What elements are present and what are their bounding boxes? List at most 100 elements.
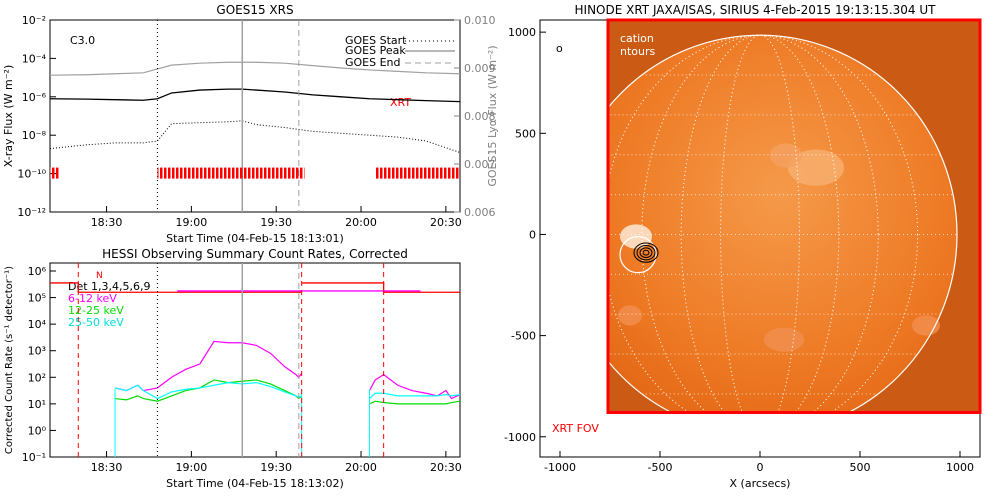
xrt-clipped-group [608,20,980,413]
goes-y2label: GOES15 Lyα Flux (W m⁻²) [486,45,499,186]
xrt-ytick-label: 0 [529,228,536,241]
hessi-ytick-label: 10³ [28,345,46,358]
xrt-xtick-label: -500 [648,461,673,474]
goes-flare-class: C3.0 [70,34,95,47]
xrt-grid-lon [720,34,800,413]
goes-plot: 18:30 19:00 19:30 20:00 20:30 10⁻² 10⁻⁴ 10⁻⁶ 10⁻… [17,14,495,229]
xrt-ytick-label: -500 [511,330,536,343]
hessi-ytick-label: 10⁵ [28,292,46,305]
xrt-corner-text-1: cation [620,32,654,45]
hessi-legend-det: Det 1,3,4,5,6,9 [68,280,151,293]
xrt-active-region [770,143,802,168]
hessi-legend-12-25: 12-25 keV [68,304,124,317]
goes-y2tick-label: 0.010 [464,14,496,27]
hessi-ytick-label: 10² [28,371,46,384]
goes-ylabel: X-ray Flux (W m⁻²) [2,65,15,167]
hessi-legend-25-50: 25-50 keV [68,316,124,329]
goes-xtick-label: 19:00 [176,216,208,229]
xrt-ytick-label: 1000 [508,26,536,39]
xrt-xtick-label: 1000 [946,461,974,474]
hessi-ytick-label: 10¹ [28,398,46,411]
xrt-panel: HINODE XRT JAXA/ISAS, SIRIUS 4-Feb-2015 … [504,3,982,490]
hessi-plot: 18:30 19:00 19:30 20:00 20:30 10⁶ 10⁵ 10⁴ 10³ 10²… [22,263,462,474]
goes-xrt-label: XRT [390,96,411,109]
goes-ytick-label: 10⁻⁴ [22,52,47,65]
hessi-series-6-12-keV [368,373,461,400]
xrt-grid-lon [608,34,919,413]
xrt-limb [562,34,958,435]
hessi-attenuator-line [50,282,302,293]
goes-lya-line [49,61,461,76]
xrt-xlabel: X (arcsecs) [730,477,791,490]
goes-ytick-label: 10⁻⁸ [22,129,47,142]
xrt-xtick-label: 500 [850,461,871,474]
hessi-ylabel: Corrected Count Rate (s⁻¹ detector⁻¹) [4,266,15,454]
xrt-ytick-label: 500 [515,127,536,140]
goes-ytick-label: 10⁻¹⁰ [17,168,46,181]
hessi-title: HESSI Observing Summary Count Rates, Cor… [102,247,408,261]
goes-short-channel-line [49,120,461,153]
hessi-ytick-label: 10⁶ [28,265,47,278]
xrt-fov-label: XRT FOV [552,422,599,435]
xrt-contour [642,249,650,256]
hessi-frame [49,262,461,458]
xrt-ytick-label: -1000 [504,431,536,444]
xrt-sun-disk [608,35,957,413]
goes-ytick-label: 10⁻² [22,14,46,27]
hessi-ytick-label: 10⁰ [28,424,47,437]
hessi-attenuator-line [301,282,460,293]
hessi-xtick-label: 20:30 [430,461,462,474]
goes-y2tick-label: 0.009 [464,62,496,75]
xrt-contour [636,244,656,261]
goes-legend: GOES Start GOES Peak GOES End [345,34,455,69]
goes-ytick-label: 10⁻⁶ [22,91,47,104]
goes-panel: GOES15 XRS C3.0 GOES Start GOES Peak GOE… [2,3,499,245]
hessi-ytick-label: 10⁴ [28,318,47,331]
hessi-legend-6-12: 6-12 keV [68,292,117,305]
xrt-grid-lon [641,34,879,413]
goes-xtick-label: 19:30 [260,216,292,229]
hessi-xlabel: Start Time (04-Feb-15 18:13:02) [166,477,344,490]
hessi-series-25-50-keV [369,392,461,399]
goes-xrt-coverage [375,167,460,179]
xrt-title: HINODE XRT JAXA/ISAS, SIRIUS 4-Feb-2015 … [575,3,937,17]
goes-title: GOES15 XRS [216,3,293,17]
xrt-location-circle [619,236,657,274]
goes-legend-end: GOES End [345,56,401,69]
xrt-plot: -1000 -500 0 500 1000 1000 500 0 -500 -1000 [504,18,982,474]
hessi-ytick-label: 10⁻¹ [22,451,46,464]
goes-ytick-label: 10⁻¹² [17,206,46,219]
xrt-marker-o: o [556,42,563,55]
xrt-contour [633,242,659,263]
hessi-series-12-25-keV [114,379,303,402]
xrt-xtick-label: 0 [757,461,764,474]
hessi-flag-n: N [96,271,103,281]
xrt-fov-border [606,18,982,414]
goes-y2tick-label: 0.006 [464,206,496,219]
hessi-xtick-label: 19:30 [260,461,292,474]
xrt-xtick-label: -1000 [544,461,576,474]
hessi-xtick-label: 20:00 [345,461,377,474]
hessi-xtick-label: 18:30 [91,461,123,474]
goes-y2tick-label: 0.008 [464,110,496,123]
hessi-legend: Det 1,3,4,5,6,9 6-12 keV 12-25 keV 25-50… [68,280,151,329]
goes-xrt-coverage [157,167,305,179]
xrt-contour [639,247,653,258]
hessi-series-12-25-keV [369,400,461,405]
goes-xlabel: Start Time (04-Feb-15 18:13:01) [166,232,344,245]
xrt-active-region [764,327,804,352]
xrt-corner-text-2: ntours [620,45,656,58]
goes-xtick-label: 20:30 [430,216,462,229]
goes-y2tick-label: 0.007 [464,158,496,171]
goes-xtick-label: 20:00 [345,216,377,229]
goes-xrt-coverage [50,167,59,179]
hessi-series-25-50-keV [114,381,302,400]
goes-xtick-label: 18:30 [91,216,123,229]
goes-legend-peak: GOES Peak [345,44,406,57]
hessi-panel: HESSI Observing Summary Count Rates, Cor… [4,247,462,490]
hessi-xtick-label: 19:00 [176,461,208,474]
xrt-active-region [788,149,844,186]
goes-legend-start: GOES Start [345,34,407,47]
xrt-active-region [618,305,642,326]
